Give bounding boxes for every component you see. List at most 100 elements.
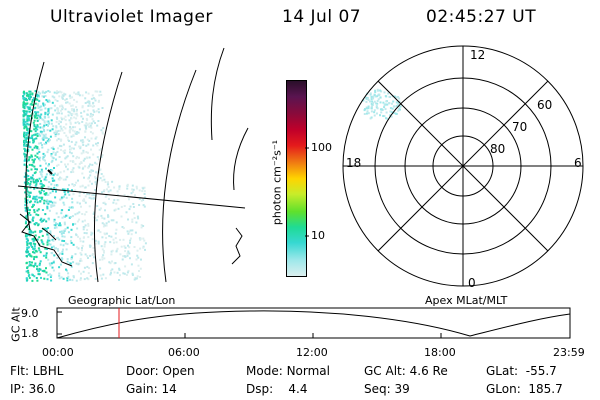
aurora-pixel [94, 181, 97, 184]
aurora-pixel [26, 180, 28, 183]
aurora-pixel [42, 158, 45, 161]
aurora-pixel [110, 219, 113, 222]
aurora-pixel [66, 226, 69, 229]
aurora-pixel [57, 163, 60, 166]
aurora-pixel [132, 203, 135, 205]
aurora-pixel [87, 92, 90, 95]
aurora-pixel [38, 118, 41, 121]
aurora-pixel [124, 265, 127, 268]
aurora-pixel [36, 124, 39, 127]
aurora-pixel [86, 151, 89, 154]
aurora-pixel [105, 236, 108, 239]
aurora-pixel [43, 277, 46, 280]
aurora-pixel [80, 205, 82, 208]
aurora-pixel [144, 248, 146, 251]
aurora-pixel [71, 96, 74, 99]
aurora-pixel [24, 102, 27, 105]
aurora-pixel [86, 255, 89, 258]
aurora-pixel [48, 163, 50, 166]
polar-aurora-pixel [388, 102, 391, 105]
aurora-pixel [30, 130, 33, 133]
aurora-pixel [69, 121, 72, 124]
aurora-pixel [47, 140, 50, 143]
aurora-pixel [40, 220, 43, 223]
aurora-pixel [120, 245, 123, 248]
aurora-pixel [23, 98, 26, 101]
aurora-pixel [78, 145, 81, 148]
aurora-pixel [109, 189, 112, 192]
aurora-pixel [46, 151, 49, 154]
aurora-pixel [34, 90, 37, 93]
aurora-pixel [83, 213, 86, 216]
aurora-pixel [36, 95, 39, 98]
aurora-pixel [79, 202, 81, 205]
aurora-pixel [56, 184, 59, 187]
aurora-pixel [40, 168, 43, 171]
aurora-pixel [23, 127, 26, 130]
aurora-pixel [52, 269, 55, 272]
aurora-pixel [88, 170, 91, 173]
aurora-pixel [32, 216, 35, 219]
aurora-pixel [53, 96, 56, 99]
aurora-pixel [71, 201, 74, 204]
aurora-pixel [50, 246, 53, 249]
aurora-pixel [56, 90, 59, 93]
grid-line [210, 47, 225, 141]
aurora-pixel [127, 269, 130, 272]
aurora-pixel [25, 134, 28, 137]
aurora-pixel [55, 226, 58, 229]
aurora-pixel [46, 199, 49, 202]
aurora-pixel [111, 249, 114, 252]
aurora-pixel [81, 220, 84, 223]
aurora-pixel [135, 187, 138, 190]
aurora-pixel [24, 216, 27, 219]
aurora-pixel [39, 200, 42, 203]
aurora-pixel [60, 145, 63, 148]
aurora-pixel [69, 278, 71, 281]
aurora-pixel [28, 158, 30, 161]
aurora-pixel [76, 155, 79, 158]
aurora-pixel [106, 188, 108, 191]
aurora-pixel [25, 214, 28, 217]
aurora-pixel [76, 220, 79, 223]
aurora-pixel [38, 264, 41, 267]
aurora-pixel [52, 245, 55, 248]
aurora-pixel [31, 103, 34, 106]
aurora-pixel [93, 110, 96, 113]
aurora-pixel [126, 187, 129, 190]
aurora-pixel [100, 245, 103, 248]
aurora-pixel [89, 124, 92, 127]
aurora-pixel [55, 212, 58, 215]
polar-aurora-pixel [370, 105, 373, 108]
aurora-pixel [83, 157, 86, 160]
aurora-pixel [79, 252, 82, 255]
aurora-pixel [81, 172, 84, 175]
aurora-pixel [112, 201, 115, 204]
aurora-pixel [97, 242, 100, 245]
aurora-pixel [117, 199, 120, 202]
aurora-pixel [52, 151, 55, 154]
aurora-pixel [60, 148, 62, 151]
aurora-pixel [105, 224, 108, 227]
aurora-pixel [25, 141, 28, 144]
aurora-pixel [32, 231, 35, 234]
aurora-pixel [35, 277, 38, 279]
colorbar-tick-100: 100 [311, 141, 332, 154]
grid-line [162, 69, 197, 283]
aurora-pixel [28, 209, 31, 212]
polar-aurora-pixel [385, 117, 387, 120]
aurora-pixel [26, 93, 29, 96]
aurora-pixel [37, 94, 40, 97]
aurora-pixel [42, 243, 45, 246]
mlt-label-0: 0 [468, 276, 476, 290]
aurora-pixel [129, 257, 131, 260]
aurora-pixel [101, 258, 104, 261]
polar-aurora-pixel [367, 112, 370, 115]
aurora-pixel [69, 216, 72, 218]
aurora-pixel [50, 154, 53, 157]
aurora-pixel [35, 179, 37, 182]
aurora-pixel [43, 218, 46, 221]
aurora-pixel [23, 121, 26, 124]
aurora-pixel [136, 275, 139, 278]
aurora-pixel [91, 232, 94, 235]
